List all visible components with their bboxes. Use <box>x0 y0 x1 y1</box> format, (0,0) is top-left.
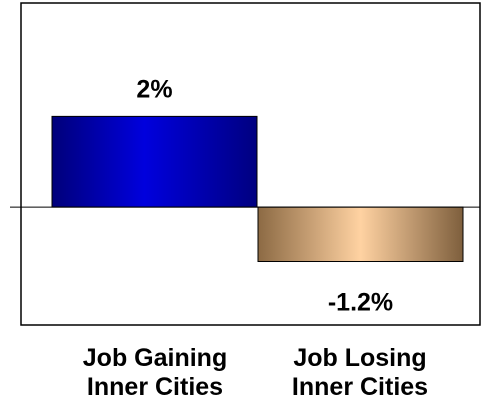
category-label-0-line-2: Inner Cities <box>86 373 224 401</box>
plot-frame <box>20 2 481 326</box>
data-label-1: -1.2% <box>328 289 393 317</box>
category-label-1-line-1: Job Losing <box>293 344 427 372</box>
bar-1 <box>257 206 464 263</box>
category-label-0: Job Gaining Inner Cities <box>50 344 260 402</box>
category-label-1-line-2: Inner Cities <box>291 373 429 401</box>
data-label-0: 2% <box>136 75 172 103</box>
category-label-0-line-1: Job Gaining <box>82 344 228 372</box>
category-label-1: Job Losing Inner Cities <box>255 344 465 402</box>
bar-0 <box>51 115 258 208</box>
